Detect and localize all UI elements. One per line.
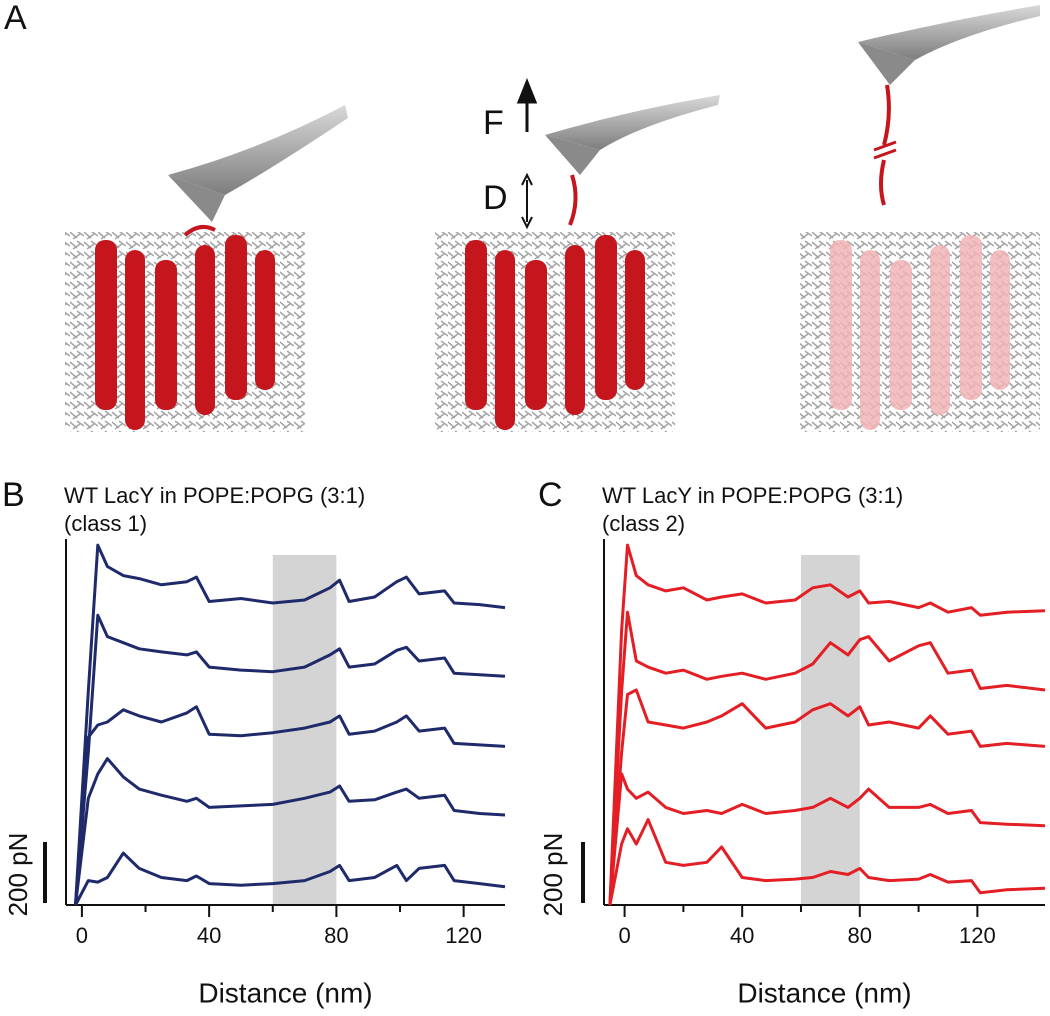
protein-ghost	[830, 235, 1010, 430]
force-trace	[608, 688, 1046, 906]
tip	[545, 135, 600, 175]
force-trace	[74, 757, 506, 906]
distance-arrow	[521, 172, 533, 230]
scale-bar-label: 200 pN	[3, 833, 33, 917]
force-trace	[74, 543, 506, 906]
chart-title: WT LacY in POPE:POPG (3:1)	[602, 483, 903, 508]
x-tick-label: 0	[618, 923, 630, 948]
x-axis-label: Distance (nm)	[737, 977, 911, 1008]
panel-label: A	[4, 0, 27, 37]
chain-break	[873, 140, 897, 160]
force-label: F	[483, 104, 504, 142]
x-tick-label: 40	[197, 923, 221, 948]
force-trace	[608, 818, 1046, 906]
chart-subtitle: (class 1)	[64, 511, 147, 536]
cantilever	[168, 105, 348, 195]
x-tick-label: 40	[730, 923, 754, 948]
cantilever	[545, 95, 720, 150]
chart-title: WT LacY in POPE:POPG (3:1)	[64, 483, 365, 508]
highlight-band	[800, 555, 860, 905]
illustration-approach	[65, 105, 348, 432]
cantilever	[858, 5, 1040, 60]
tip	[858, 42, 915, 85]
force-trace	[74, 705, 506, 906]
unfolded-chain	[879, 84, 891, 206]
panel-label: C	[538, 476, 563, 514]
chart-subtitle: (class 2)	[602, 511, 685, 536]
protein-terminus	[183, 224, 216, 237]
x-axis-label: Distance (nm)	[198, 977, 372, 1008]
distance-label: D	[483, 179, 508, 217]
protein	[95, 235, 275, 430]
x-tick-label: 80	[324, 923, 348, 948]
x-tick-label: 0	[76, 923, 88, 948]
illustration-unfolded	[800, 5, 1040, 432]
x-tick-label: 80	[848, 923, 872, 948]
protein	[465, 235, 645, 430]
force-trace	[608, 610, 1046, 906]
force-trace	[74, 851, 506, 906]
unfolded-chain	[568, 174, 578, 226]
force-trace	[608, 543, 1046, 906]
illustration-pulling: F D	[435, 77, 720, 432]
tip	[168, 175, 225, 222]
panel-label: B	[2, 476, 25, 514]
force-trace	[608, 772, 1046, 906]
x-tick-label: 120	[445, 923, 482, 948]
force-arrow	[516, 77, 538, 132]
scale-bar-label: 200 pN	[538, 833, 568, 917]
x-tick-label: 120	[959, 923, 996, 948]
force-trace	[74, 613, 506, 906]
